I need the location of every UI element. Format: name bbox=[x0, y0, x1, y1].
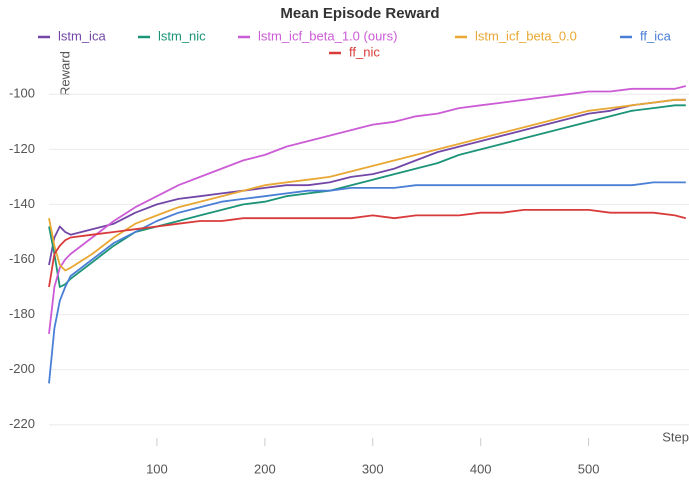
y-tick-label: -200 bbox=[9, 361, 35, 376]
x-tick-label: 500 bbox=[578, 461, 600, 476]
x-tick-label: 100 bbox=[146, 461, 168, 476]
y-tick-label: -180 bbox=[9, 306, 35, 321]
legend-label: lstm_ica bbox=[58, 28, 106, 43]
x-axis-label: Step bbox=[662, 429, 689, 444]
chart-title: Mean Episode Reward bbox=[280, 5, 439, 22]
legend-label: ff_nic bbox=[349, 44, 380, 59]
y-tick-label: -160 bbox=[9, 251, 35, 266]
y-tick-label: -220 bbox=[9, 416, 35, 431]
series-line bbox=[48, 104, 686, 288]
series-line bbox=[48, 98, 686, 272]
y-tick-label: -120 bbox=[9, 141, 35, 156]
series-line bbox=[48, 85, 687, 335]
series-line bbox=[48, 209, 687, 288]
series-line bbox=[48, 181, 686, 384]
y-tick-label: -100 bbox=[9, 86, 35, 101]
series-line bbox=[48, 98, 686, 266]
legend-label: lstm_icf_beta_0.0 bbox=[475, 28, 577, 43]
legend-label: lstm_nic bbox=[158, 28, 206, 43]
x-tick-label: 400 bbox=[470, 461, 492, 476]
legend-label: lstm_icf_beta_1.0 (ours) bbox=[258, 28, 397, 43]
x-tick-label: 300 bbox=[362, 461, 384, 476]
y-axis-label: Reward bbox=[57, 51, 72, 96]
y-tick-label: -140 bbox=[9, 196, 35, 211]
x-tick-label: 200 bbox=[254, 461, 276, 476]
legend-label: ff_ica bbox=[640, 28, 672, 43]
